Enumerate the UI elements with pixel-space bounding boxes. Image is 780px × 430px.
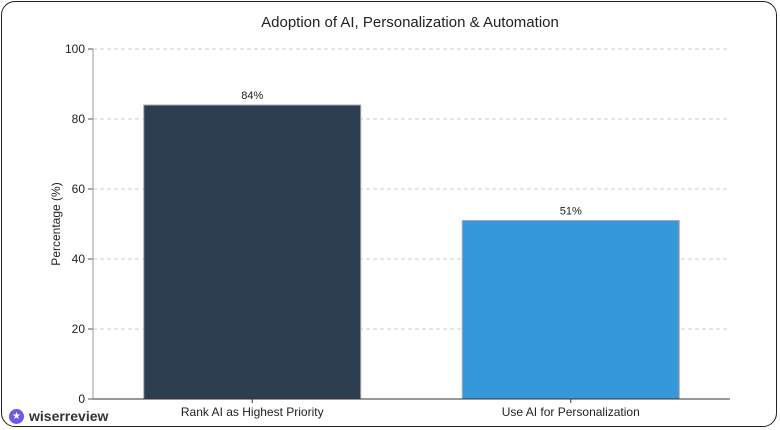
chart-title: Adoption of AI, Personalization & Automa… [261,14,559,31]
bar [143,104,362,400]
y-axis-label: Percentage (%) [49,182,63,265]
y-tick-label: 20 [72,322,86,336]
x-tick-label: Use AI for Personalization [502,405,640,419]
y-tick-label: 40 [72,252,86,266]
x-tick-label: Rank AI as Highest Priority [181,405,324,419]
y-tick-label: 80 [72,112,86,126]
y-tick-label: 100 [65,42,85,56]
y-tick-label: 0 [78,392,85,406]
logo-text: wiserreview [29,408,109,424]
star-icon: ★ [9,408,24,424]
data-label: 84% [241,90,263,102]
data-label: 51% [560,206,582,218]
wiserreview-logo: ★ wiserreview [9,408,108,424]
y-tick-label: 60 [72,182,86,196]
bar [461,220,680,400]
